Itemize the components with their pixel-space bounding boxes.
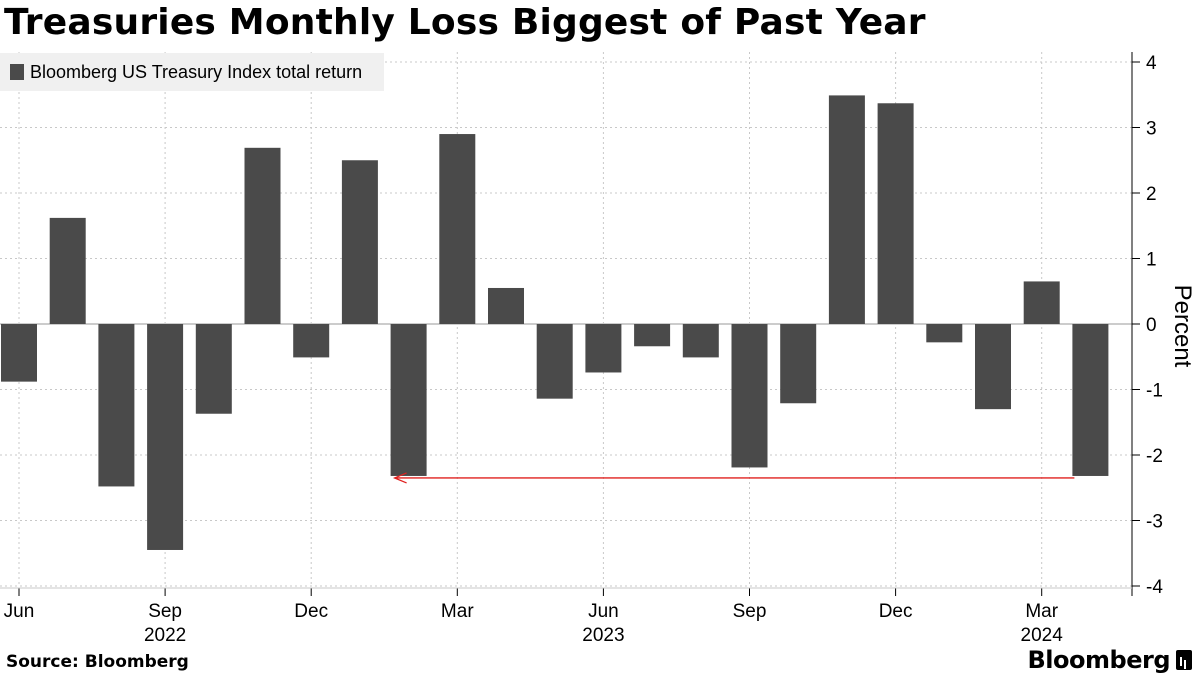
y-tick-label: 3	[1146, 119, 1157, 140]
y-tick-label: -3	[1146, 512, 1163, 533]
bloomberg-logo: Bloomberg	[1028, 646, 1192, 674]
bar-feb-2024	[975, 324, 1011, 410]
x-tick-label: Jun	[588, 601, 619, 622]
bar-may-2023	[536, 324, 573, 399]
y-tick-label: -1	[1146, 381, 1163, 402]
bar-aug-2023	[682, 324, 719, 358]
x-tick-label: Sep	[733, 601, 767, 622]
y-axis-title: Percent	[1169, 285, 1196, 368]
bar-oct-2022	[195, 324, 232, 414]
x-tick-label: Dec	[879, 601, 913, 622]
bar-mar-2024	[1023, 281, 1060, 324]
x-tick-label: Mar	[441, 601, 474, 622]
bars	[1, 95, 1109, 550]
bloomberg-terminal-icon	[1176, 650, 1192, 670]
bar-dec-2022	[293, 324, 330, 358]
x-year-label: 2023	[582, 625, 624, 646]
bar-jul-2023	[634, 324, 671, 347]
bar-sep-2023	[731, 324, 768, 468]
x-tick-label: Jun	[4, 601, 35, 622]
bar-mar-2023	[439, 134, 476, 324]
bar-dec-2023	[877, 103, 914, 324]
bar-jan-2024	[926, 324, 963, 343]
bar-nov-2022	[244, 147, 281, 324]
y-tick-label: 2	[1146, 184, 1157, 205]
y-tick-label: 0	[1146, 315, 1157, 336]
legend-background	[0, 53, 384, 91]
bar-sep-2022	[147, 324, 184, 550]
x-year-label: 2022	[144, 625, 186, 646]
legend-swatch	[10, 64, 24, 80]
chart-title: Treasuries Monthly Loss Biggest of Past …	[4, 2, 926, 43]
source-note: Source: Bloomberg	[6, 652, 189, 672]
axes: 4 3 2 1 0 -1 -2 -3 -4 Jun Sep 2022 Dec Mar Jun 2023 Sep D…	[0, 52, 1163, 646]
y-tick-label: 4	[1146, 53, 1157, 74]
annotations	[392, 472, 1075, 484]
x-tick-label: Dec	[294, 601, 328, 622]
x-tick-label: Mar	[1025, 601, 1058, 622]
legend: Bloomberg US Treasury Index total return	[0, 53, 384, 91]
bar-apr-2023	[488, 287, 524, 324]
y-tick-label: -4	[1146, 577, 1163, 598]
bar-jun-2023	[585, 324, 622, 373]
bar-feb-2023	[390, 324, 427, 476]
bar-jun-2022	[1, 324, 37, 382]
bar-jul-2022	[49, 217, 86, 324]
bar-jan-2023	[341, 160, 378, 324]
bar-aug-2022	[98, 324, 135, 487]
bar-nov-2023	[828, 95, 865, 324]
bar-apr-2024	[1072, 324, 1109, 476]
y-tick-label: 1	[1146, 250, 1157, 271]
x-year-label: 2024	[1021, 625, 1064, 646]
brand-name: Bloomberg	[1027, 646, 1171, 674]
x-tick-label: Sep	[148, 601, 182, 622]
legend-label: Bloomberg US Treasury Index total return	[30, 62, 362, 82]
annotation-arrow-head	[392, 472, 407, 484]
y-tick-label: -2	[1146, 446, 1163, 467]
bar-oct-2023	[780, 324, 817, 404]
